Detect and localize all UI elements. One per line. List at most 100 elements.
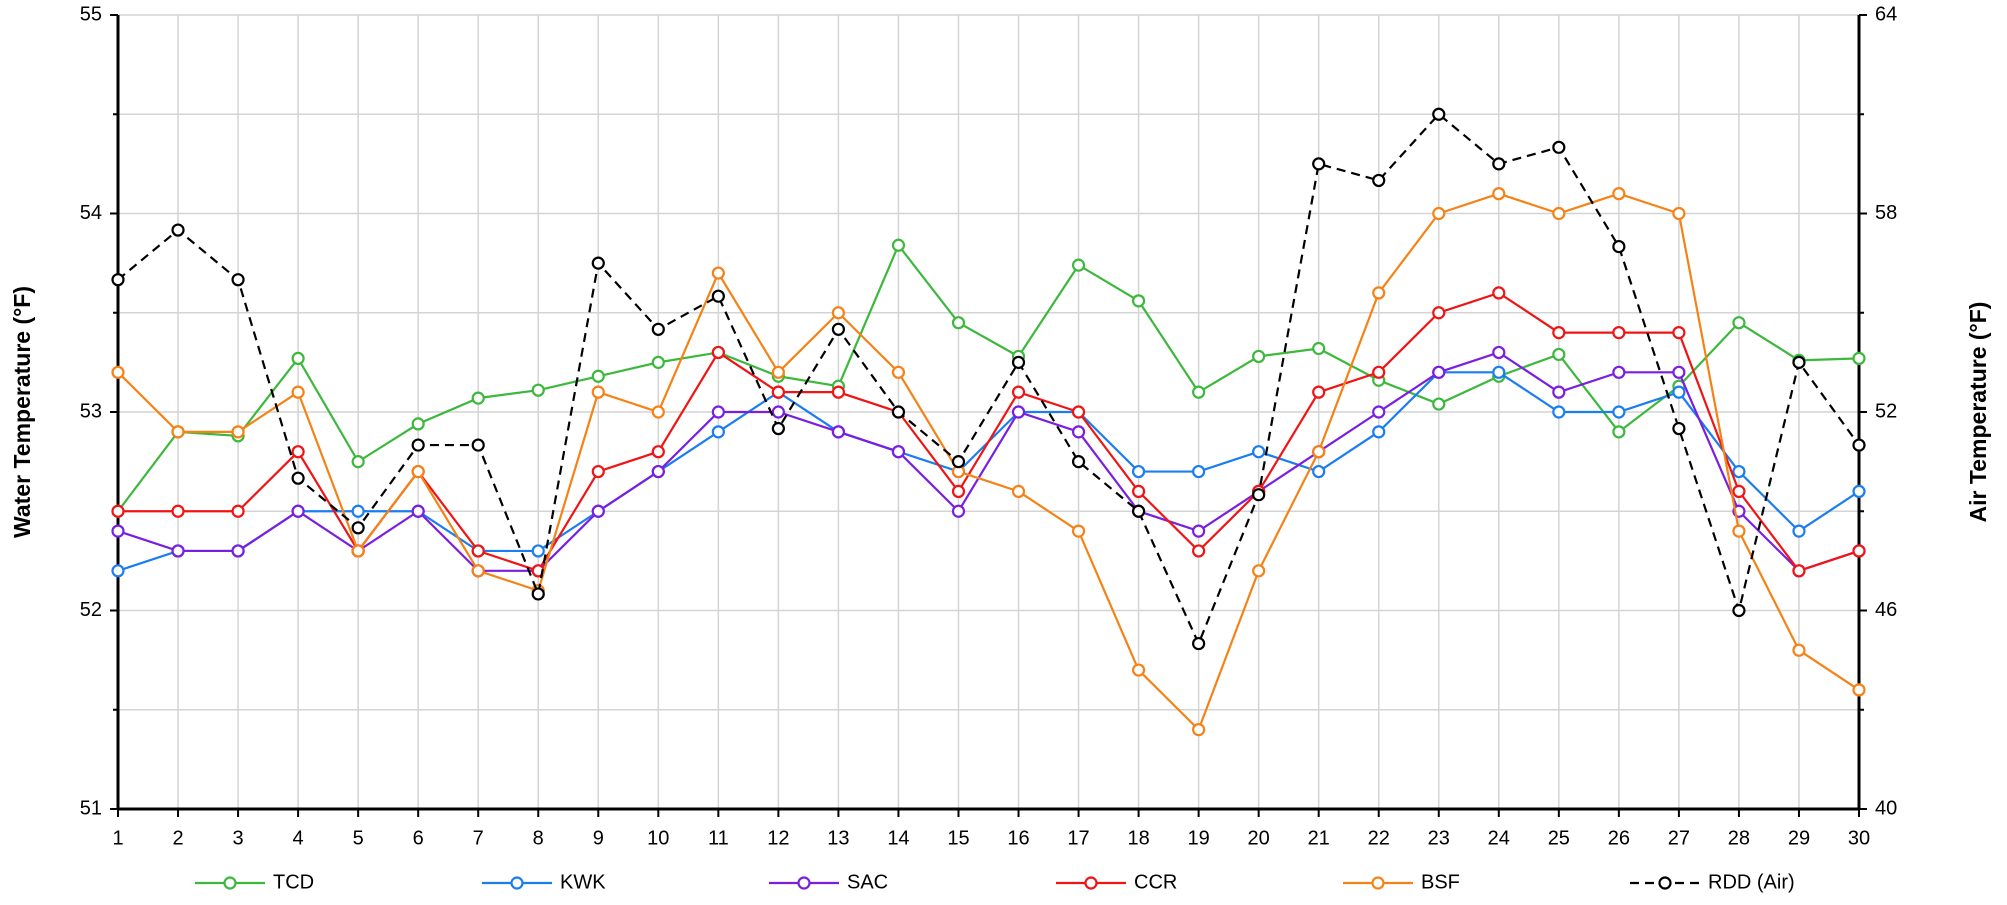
legend-label: TCD bbox=[273, 871, 314, 893]
data-point bbox=[1672, 365, 1686, 379]
data-point bbox=[111, 524, 125, 538]
x-tick-label: 15 bbox=[947, 827, 969, 849]
data-point bbox=[1011, 484, 1026, 498]
series-line bbox=[117, 351, 1860, 573]
x-tick-label: 25 bbox=[1548, 827, 1570, 849]
data-point bbox=[1612, 326, 1626, 340]
data-point bbox=[411, 417, 425, 431]
legend-label: CCR bbox=[1134, 871, 1177, 893]
data-point bbox=[1612, 187, 1626, 201]
data-point bbox=[1131, 484, 1146, 498]
legend-marker bbox=[1658, 876, 1672, 890]
data-point bbox=[1312, 157, 1326, 171]
data-point bbox=[651, 355, 665, 369]
y-tick-label: 53 bbox=[80, 400, 102, 422]
data-point bbox=[1372, 286, 1386, 300]
data-point bbox=[1011, 405, 1026, 419]
data-point bbox=[231, 273, 245, 287]
data-point bbox=[1852, 438, 1866, 452]
data-point bbox=[651, 464, 665, 479]
data-point bbox=[171, 223, 185, 237]
data-point bbox=[1252, 488, 1266, 502]
data-point bbox=[711, 289, 725, 303]
data-point bbox=[1312, 385, 1326, 399]
data-point bbox=[1372, 405, 1386, 419]
data-point bbox=[291, 445, 305, 459]
legend-marker bbox=[797, 876, 811, 890]
x-tick-label: 27 bbox=[1668, 827, 1690, 849]
data-point bbox=[1192, 464, 1206, 479]
data-point bbox=[1131, 464, 1146, 479]
data-point bbox=[591, 369, 605, 383]
data-point bbox=[351, 521, 365, 535]
data-point bbox=[1492, 365, 1506, 379]
x-tick-label: 6 bbox=[413, 827, 424, 849]
data-point bbox=[1792, 643, 1806, 657]
series-line bbox=[118, 291, 1860, 573]
data-point bbox=[1792, 524, 1806, 538]
x-tick-label: 29 bbox=[1788, 827, 1810, 849]
data-point bbox=[291, 471, 305, 485]
data-point bbox=[891, 445, 906, 459]
data-point bbox=[1432, 206, 1446, 221]
data-point bbox=[651, 405, 665, 419]
data-point bbox=[1312, 464, 1326, 479]
data-point bbox=[891, 405, 906, 419]
data-point bbox=[531, 383, 545, 397]
data-point bbox=[1252, 445, 1266, 459]
y-tick-label: 52 bbox=[80, 599, 102, 621]
legend-label: RDD (Air) bbox=[1708, 871, 1795, 893]
x-tick-label: 2 bbox=[172, 827, 183, 849]
data-point bbox=[1432, 107, 1446, 121]
x-tick-label: 17 bbox=[1067, 827, 1089, 849]
data-point bbox=[1252, 564, 1266, 578]
x-tick-label: 4 bbox=[293, 827, 304, 849]
y2-tick-label: 58 bbox=[1875, 202, 1897, 224]
data-point bbox=[351, 544, 365, 558]
y-tick-label: 55 bbox=[80, 3, 102, 25]
data-point bbox=[711, 345, 725, 360]
x-tick-label: 10 bbox=[647, 827, 669, 849]
data-point bbox=[831, 385, 846, 399]
data-point bbox=[1552, 206, 1566, 221]
data-point bbox=[291, 385, 305, 399]
x-tick-label: 5 bbox=[353, 827, 364, 849]
data-point bbox=[591, 256, 605, 270]
data-point bbox=[171, 544, 185, 558]
y2-axis-title: Air Temperature (°F) bbox=[1965, 302, 1991, 523]
data-point bbox=[231, 425, 245, 439]
data-point bbox=[1192, 636, 1206, 651]
data-point bbox=[951, 484, 966, 498]
data-point bbox=[171, 504, 185, 518]
x-tick-label: 18 bbox=[1127, 827, 1149, 849]
x-tick-label: 14 bbox=[887, 827, 909, 849]
y-axis-title: Water Temperature (°F) bbox=[9, 286, 35, 538]
data-point bbox=[1372, 365, 1386, 379]
x-tick-label: 20 bbox=[1248, 827, 1270, 849]
data-point bbox=[771, 365, 785, 379]
data-point bbox=[1672, 206, 1686, 221]
data-point bbox=[1792, 564, 1806, 578]
data-point bbox=[411, 464, 425, 479]
data-point bbox=[1192, 544, 1206, 558]
data-point bbox=[711, 425, 725, 439]
data-point bbox=[291, 504, 305, 518]
legend-marker bbox=[1371, 876, 1385, 890]
data-point bbox=[951, 504, 966, 518]
x-tick-label: 9 bbox=[593, 827, 604, 849]
series-line bbox=[117, 243, 1860, 512]
data-point bbox=[1612, 425, 1626, 439]
data-point bbox=[1312, 341, 1326, 356]
data-point bbox=[351, 455, 365, 469]
data-point bbox=[111, 365, 125, 379]
data-point bbox=[1732, 316, 1746, 330]
x-tick-label: 12 bbox=[767, 827, 789, 849]
x-tick-label: 13 bbox=[827, 827, 849, 849]
data-point bbox=[1672, 421, 1686, 436]
x-tick-label: 3 bbox=[233, 827, 244, 849]
data-point bbox=[771, 385, 785, 399]
series-line bbox=[117, 371, 1860, 572]
data-point bbox=[1071, 425, 1086, 439]
data-point bbox=[1552, 385, 1566, 399]
